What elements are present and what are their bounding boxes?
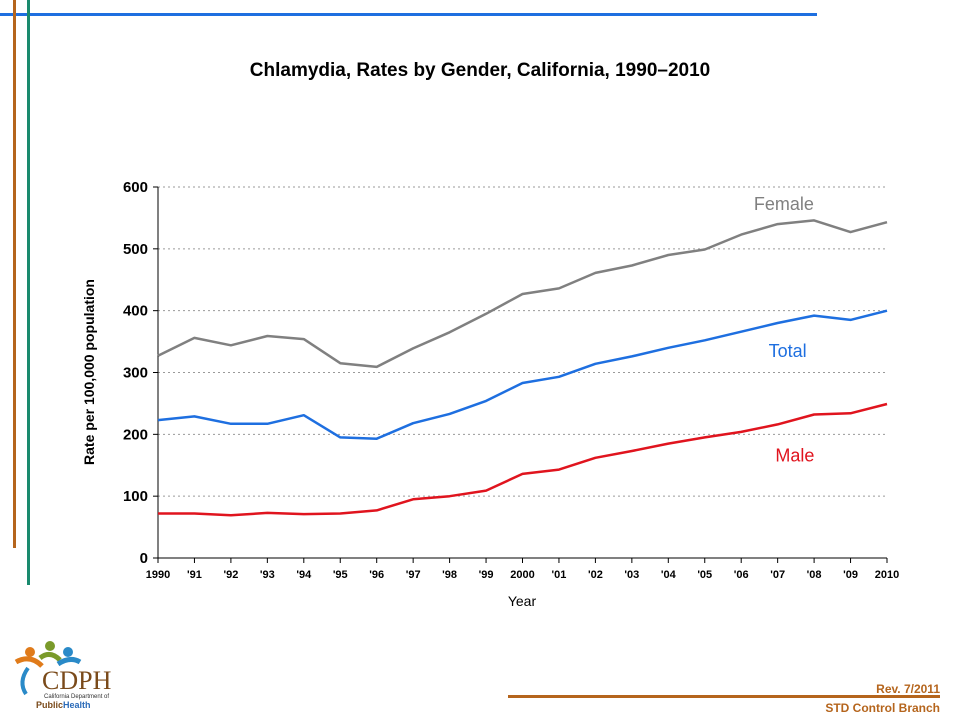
- logo-public: Public: [36, 700, 64, 710]
- x-tick-label: '94: [296, 569, 312, 581]
- chart-title: Chlamydia, Rates by Gender, California, …: [249, 60, 711, 81]
- x-tick-label: '92: [223, 569, 238, 581]
- cdph-logo-mark: [14, 641, 82, 696]
- y-tick-labels: 0 100 200 300 400 500 600: [123, 179, 148, 567]
- y-tick-label: 500: [123, 241, 148, 258]
- logo-health: Health: [63, 700, 91, 710]
- x-tick-label: 1990: [146, 569, 170, 581]
- series-lines: [157, 219, 888, 517]
- female-series-label: Female: [754, 194, 814, 214]
- female-series-line: [157, 219, 888, 369]
- top-blue-line: [0, 13, 817, 16]
- x-tick-label: '97: [406, 569, 421, 581]
- total-series-label: Total: [769, 341, 807, 361]
- logo-sub: California Department of: [44, 694, 110, 700]
- y-tick-label: 100: [123, 488, 148, 505]
- x-axis-label: Year: [508, 593, 537, 609]
- left-teal-line: [27, 0, 30, 585]
- x-tick-label: '08: [807, 569, 822, 581]
- x-tick-label: '93: [260, 569, 275, 581]
- y-tick-label: 600: [123, 179, 148, 196]
- x-tick-label: '99: [479, 569, 494, 581]
- bottom-orange-line: [508, 695, 940, 698]
- revision-text: Rev. 7/2011: [876, 682, 940, 696]
- cdph-logo: CDPH California Department of PublicHeal…: [8, 632, 118, 717]
- x-tick-labels: 1990 '91 '92 '93 '94 '95 '96 '97 '98 '99 2000 '01 '0…: [146, 569, 899, 581]
- x-tick-label: '98: [442, 569, 457, 581]
- x-tick-label: '04: [661, 569, 677, 581]
- male-series-label: Male: [775, 445, 814, 465]
- series-labels: Female Total Male: [754, 194, 814, 465]
- x-tick-label: '07: [770, 569, 785, 581]
- x-tick-label: '95: [333, 569, 348, 581]
- axes: [153, 186, 888, 563]
- y-axis-label: Rate per 100,000 population: [81, 279, 97, 465]
- x-tick-label: '91: [187, 569, 202, 581]
- y-tick-label: 300: [123, 365, 148, 382]
- x-tick-label: '02: [588, 569, 603, 581]
- branch-text: STD Control Branch: [825, 701, 940, 715]
- x-tick-label: '05: [697, 569, 712, 581]
- y-tick-label: 400: [123, 303, 148, 320]
- grid-lines: [158, 186, 887, 497]
- y-tick-label: 200: [123, 426, 148, 443]
- x-tick-label: '96: [369, 569, 384, 581]
- y-tick-label: 0: [140, 550, 148, 567]
- x-tick-label: 2000: [510, 569, 534, 581]
- x-tick-label: '09: [843, 569, 858, 581]
- x-tick-label: 2010: [875, 569, 899, 581]
- left-orange-line: [13, 0, 16, 548]
- total-series-line: [157, 309, 888, 440]
- x-tick-label: '01: [552, 569, 567, 581]
- x-tick-label: '06: [734, 569, 749, 581]
- x-tick-label: '03: [624, 569, 639, 581]
- logo-public-health: PublicHealth: [36, 700, 91, 710]
- logo-name: CDPH: [42, 666, 112, 695]
